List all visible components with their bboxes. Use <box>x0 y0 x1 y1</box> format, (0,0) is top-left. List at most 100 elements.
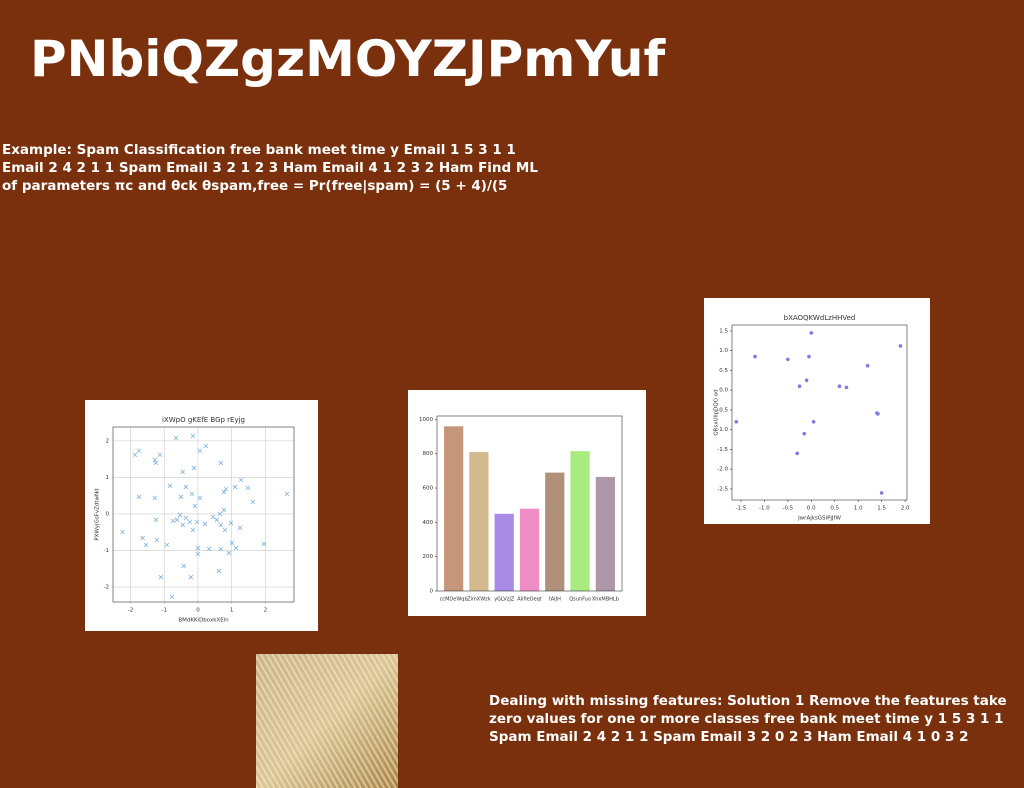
point <box>158 574 164 580</box>
point <box>210 514 216 520</box>
point <box>222 527 228 533</box>
x-tick-label: AIifieDeqt <box>517 597 542 603</box>
point <box>197 495 203 501</box>
y-tick-label: 1.5 <box>719 328 728 334</box>
point <box>865 363 870 368</box>
x-tick-label: 0 <box>196 608 200 614</box>
x-tick-label: 2.0 <box>901 506 910 512</box>
x-tick-label: -0.5 <box>782 506 793 512</box>
point <box>797 384 802 389</box>
bar <box>469 452 489 591</box>
bar <box>494 513 514 591</box>
point <box>132 452 138 458</box>
x-tick-label: 1.0 <box>854 506 863 512</box>
y-axis-label: PXWyjGsFvZdtwNd <box>95 488 101 540</box>
bar <box>519 508 540 591</box>
bar <box>545 472 565 591</box>
point <box>191 465 197 471</box>
point <box>216 568 222 574</box>
y-tick-label: 600 <box>423 486 434 492</box>
point <box>140 535 145 541</box>
point <box>154 537 160 543</box>
point <box>188 574 194 580</box>
chart: 1.5 1.0 0.5 0.0 -0.5 -1.0 -1.5 -2.0 -2.5 bXAOQKWd… <box>704 298 930 524</box>
plot-frame <box>436 415 623 592</box>
y-tick-label: 0 <box>106 511 110 517</box>
point <box>221 489 227 495</box>
point <box>807 354 811 359</box>
x-tick-label: ZlmXWzk <box>467 597 491 603</box>
point <box>232 484 238 490</box>
x-tick-label: -2 <box>128 608 133 614</box>
point <box>202 521 208 527</box>
point <box>177 512 183 518</box>
y-tick-label: -1.5 <box>717 447 728 453</box>
point <box>192 503 198 509</box>
y-tick-label: -2.0 <box>717 467 728 473</box>
x-tick-label: ccMDeWqb <box>440 597 468 603</box>
x-axis-label: JwrAjksGSiPjJfW <box>797 516 841 522</box>
paragraph: Dealing with missing features: Solution … <box>489 693 1007 745</box>
x-tick-label: -1.5 <box>736 506 747 512</box>
point <box>844 385 849 390</box>
point <box>157 452 163 458</box>
point <box>189 491 195 497</box>
y-tick-label: 2 <box>106 438 110 444</box>
chart: 0 200 400 600 800 1000 ccMDeWqb ZlmXWzk yGLVzJZ A… <box>408 390 646 616</box>
bar <box>595 476 615 591</box>
x-tick-label: -1 <box>161 608 166 614</box>
chart-background <box>85 400 318 631</box>
point <box>190 433 196 439</box>
point <box>143 542 149 548</box>
chart-title: iXWpO gKEfE BGp rEyjg <box>162 416 245 424</box>
point <box>811 419 816 424</box>
point <box>206 546 212 552</box>
point <box>795 451 800 456</box>
point <box>229 540 235 546</box>
chart-background <box>704 298 930 524</box>
point <box>238 477 244 483</box>
x-tick-label: QsunFuo <box>569 597 591 603</box>
point <box>170 518 176 524</box>
point <box>183 515 189 521</box>
point <box>228 520 234 526</box>
y-tick-label: 0.0 <box>719 388 728 394</box>
y-tick-label: 0.5 <box>719 368 728 374</box>
paragraph: Example: Spam Classification free bank m… <box>2 142 538 194</box>
bar <box>570 451 590 591</box>
point <box>898 344 903 348</box>
point <box>218 546 224 552</box>
point <box>181 563 187 569</box>
point <box>174 517 180 523</box>
plot-frame <box>731 324 908 501</box>
point <box>809 331 814 335</box>
point <box>879 491 884 495</box>
point <box>223 486 229 492</box>
point <box>190 527 196 533</box>
point <box>876 412 880 416</box>
y-tick-label: 1 <box>106 475 110 481</box>
point <box>187 519 193 525</box>
slide-title: PNbiQZgzMOYZJPmYuf <box>30 30 666 88</box>
x-tick-label: tAIJH <box>549 597 561 603</box>
point <box>226 550 232 556</box>
point <box>167 483 173 489</box>
point <box>214 517 220 523</box>
y-tick-label: 800 <box>423 451 434 457</box>
chart-title: bXAOQKWdLzHHVed <box>784 314 856 322</box>
x-tick-label: XhxMBHLb <box>592 597 619 603</box>
point <box>152 457 158 463</box>
y-tick-label: -0.5 <box>717 407 728 413</box>
point <box>195 545 201 551</box>
y-axis-label: QRsxUllpDQO od <box>714 389 720 435</box>
point <box>153 517 159 523</box>
y-tick-label: -1 <box>104 548 109 554</box>
point <box>284 491 290 497</box>
y-tick-label: -2.5 <box>717 486 728 492</box>
y-tick-label: 1.0 <box>719 348 728 354</box>
y-tick-label: -1.0 <box>717 427 728 433</box>
point <box>245 485 251 491</box>
point <box>173 435 179 441</box>
